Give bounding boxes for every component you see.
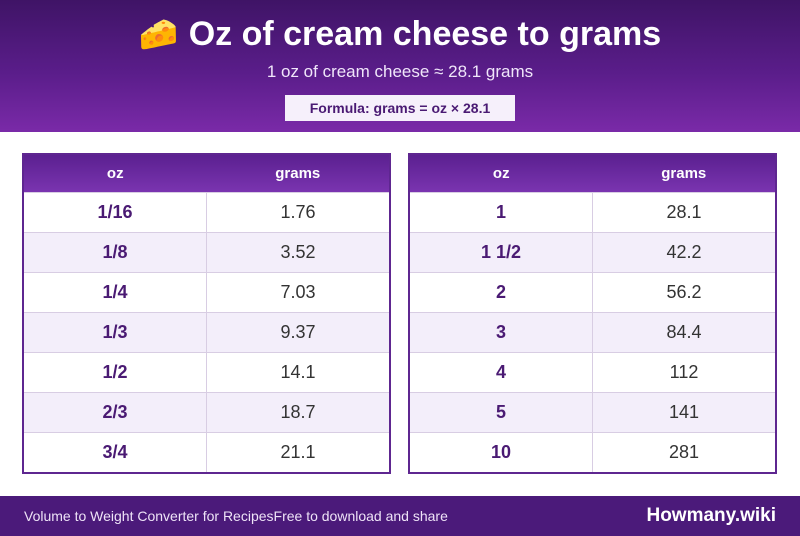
grams-cell: 14.1 — [206, 352, 390, 393]
footer-description: Volume to Weight Converter for RecipesFr… — [24, 508, 448, 524]
column-header-oz: oz — [23, 154, 207, 192]
table-row: 1/8 3.52 — [23, 231, 390, 273]
grams-cell: 28.1 — [592, 191, 776, 233]
page-title-text: Oz of cream cheese to grams — [188, 15, 662, 53]
table-row: 1/16 1.76 — [23, 191, 390, 233]
table-header-row: oz grams — [23, 154, 390, 192]
table-row: 1 1/2 42.2 — [409, 231, 776, 273]
table-row: 1/2 14.1 — [23, 352, 390, 393]
oz-cell: 4 — [409, 352, 593, 393]
oz-cell: 1 1/2 — [409, 231, 593, 273]
oz-cell: 5 — [409, 392, 593, 433]
oz-cell: 3 — [409, 311, 593, 353]
oz-cell: 10 — [409, 432, 593, 473]
oz-cell: 1/2 — [23, 352, 207, 393]
footer-bar: Volume to Weight Converter for RecipesFr… — [0, 496, 800, 536]
grams-cell: 1.76 — [206, 191, 390, 233]
oz-cell: 3/4 — [23, 432, 207, 473]
table-row: 4 112 — [409, 352, 776, 393]
column-header-oz: oz — [409, 154, 593, 192]
table-row: 10 281 — [409, 432, 776, 473]
oz-cell: 1/4 — [23, 271, 207, 313]
grams-cell: 21.1 — [206, 432, 390, 473]
grams-cell: 9.37 — [206, 311, 390, 353]
brand-link[interactable]: Howmany.wiki — [646, 505, 776, 526]
table-row: 2 56.2 — [409, 271, 776, 313]
conversion-table-left: oz grams 1/16 1.76 1/8 3.52 1/4 7.03 1/3 9.3… — [22, 153, 391, 474]
grams-cell: 7.03 — [206, 271, 390, 313]
table-row: 2/3 18.7 — [23, 392, 390, 433]
table-row: 3 84.4 — [409, 311, 776, 353]
table-row: 3/4 21.1 — [23, 432, 390, 473]
oz-cell: 2/3 — [23, 392, 207, 433]
grams-cell: 281 — [592, 432, 776, 473]
page-title: 🧀 Oz of cream cheese to grams — [0, 14, 800, 54]
table-header-row: oz grams — [409, 154, 776, 192]
header-banner: 🧀 Oz of cream cheese to grams 1 oz of cre… — [0, 0, 800, 132]
grams-cell: 18.7 — [206, 392, 390, 433]
oz-cell: 1/8 — [23, 231, 207, 273]
oz-cell: 2 — [409, 271, 593, 313]
grams-cell: 42.2 — [592, 231, 776, 273]
conversion-table-right: oz grams 1 28.1 1 1/2 42.2 2 56.2 3 84.4 4 11… — [408, 153, 777, 474]
table-row: 5 141 — [409, 392, 776, 433]
oz-cell: 1 — [409, 191, 593, 233]
cheese-icon: 🧀 — [138, 16, 179, 52]
grams-cell: 56.2 — [592, 271, 776, 313]
grams-cell: 84.4 — [592, 311, 776, 353]
formula-badge: Formula: grams = oz × 28.1 — [285, 95, 515, 121]
grams-cell: 3.52 — [206, 231, 390, 273]
table-row: 1/3 9.37 — [23, 311, 390, 353]
oz-cell: 1/16 — [23, 191, 207, 233]
oz-cell: 1/3 — [23, 311, 207, 353]
grams-cell: 112 — [592, 352, 776, 393]
page-subtitle: 1 oz of cream cheese ≈ 28.1 grams — [266, 62, 534, 81]
table-row: 1/4 7.03 — [23, 271, 390, 313]
column-header-grams: grams — [592, 154, 776, 192]
column-header-grams: grams — [206, 154, 390, 192]
grams-cell: 141 — [592, 392, 776, 433]
table-row: 1 28.1 — [409, 191, 776, 233]
